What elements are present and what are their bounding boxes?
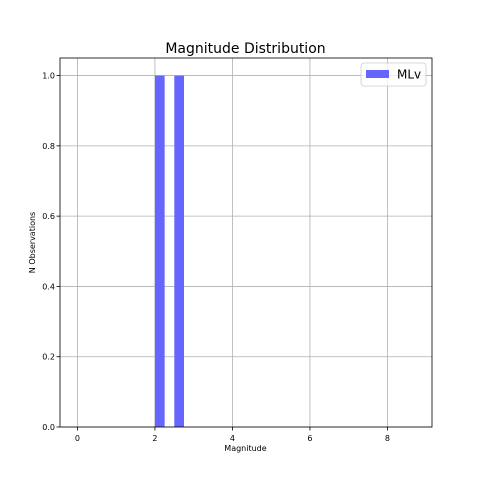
x-axis-ticks: 0 2 4 6 8 bbox=[75, 427, 390, 443]
y-tick-label: 0.2 bbox=[42, 353, 55, 362]
y-tick-label: 0.0 bbox=[42, 423, 55, 432]
y-axis-label: N Observations bbox=[28, 212, 37, 273]
legend-box bbox=[360, 62, 427, 87]
y-axis-ticks: 0.0 0.2 0.4 0.6 0.8 1.0 bbox=[42, 72, 60, 432]
x-axis-label: Magnitude bbox=[224, 444, 266, 453]
x-tick-label: 4 bbox=[230, 434, 235, 443]
legend: MLv bbox=[360, 62, 427, 87]
x-tick-label: 2 bbox=[152, 434, 157, 443]
y-tick-label: 0.4 bbox=[42, 282, 55, 291]
chart-title: Magnitude Distribution bbox=[165, 41, 325, 57]
x-tick-label: 0 bbox=[75, 434, 80, 443]
y-tick-label: 0.8 bbox=[42, 142, 55, 151]
bar bbox=[174, 75, 184, 428]
bar bbox=[154, 75, 165, 428]
plot-frame bbox=[59, 57, 433, 428]
grid bbox=[60, 58, 432, 428]
y-tick-label: 0.6 bbox=[42, 212, 55, 221]
x-tick-label: 6 bbox=[307, 434, 312, 443]
y-tick-label: 1.0 bbox=[42, 72, 55, 81]
legend-swatch bbox=[366, 70, 389, 78]
legend-label: MLv bbox=[397, 68, 421, 82]
x-tick-label: 8 bbox=[385, 434, 390, 443]
bars bbox=[154, 75, 184, 428]
